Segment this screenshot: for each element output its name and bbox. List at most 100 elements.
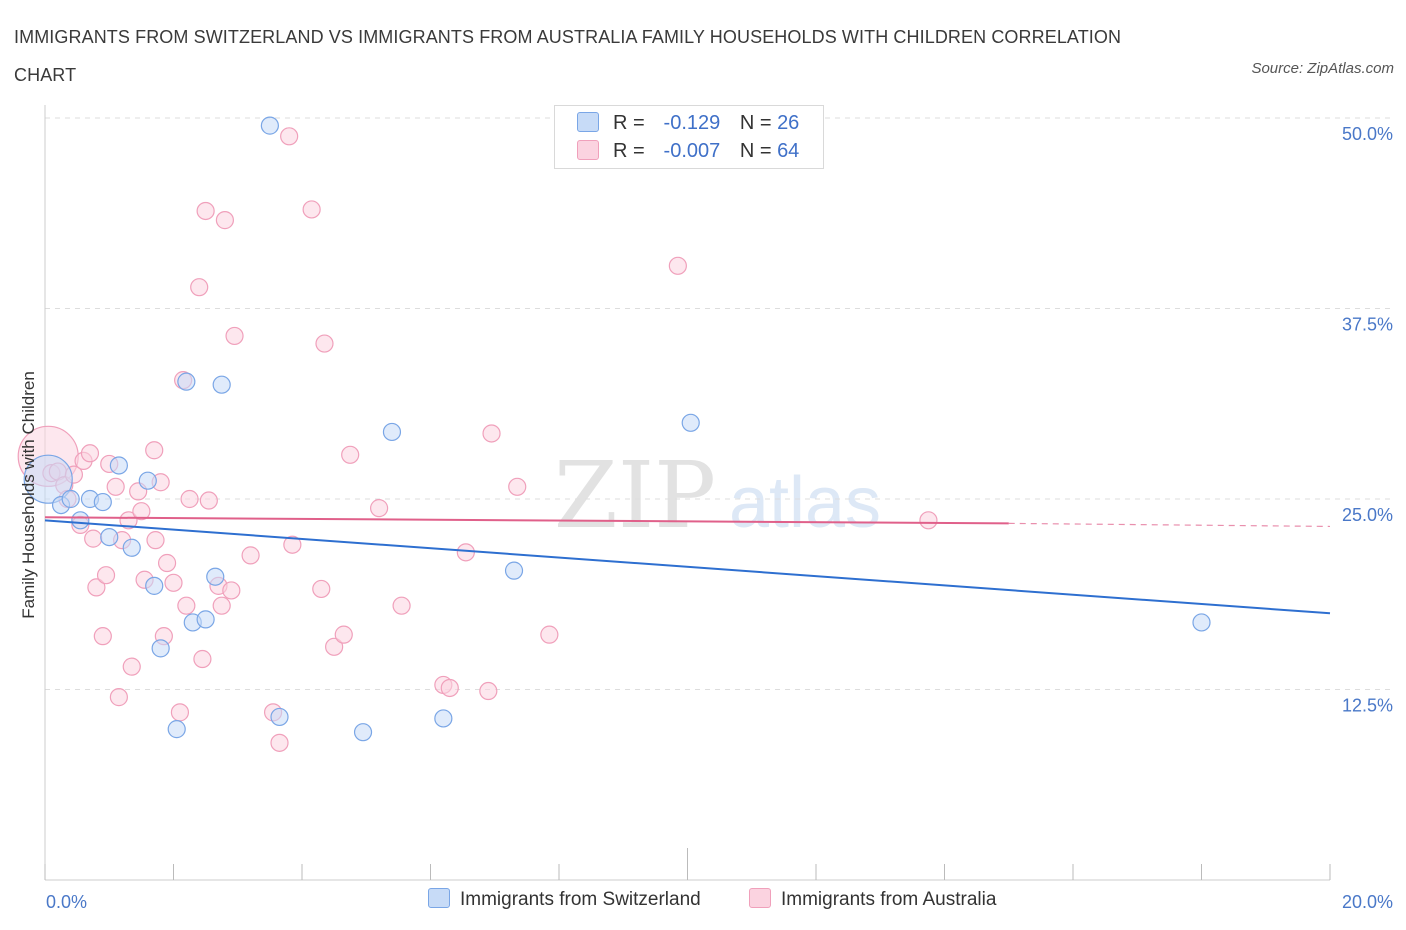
australia-point: [109, 688, 128, 707]
switzerland-point: [270, 707, 289, 727]
australia-point: [482, 424, 501, 443]
switzerland-point: [122, 538, 141, 557]
x-tick-label: 0.0%: [46, 892, 87, 912]
australia-point: [170, 703, 190, 722]
australia-point: [132, 502, 151, 521]
switzerland-point: [212, 375, 231, 394]
legend-r-value: -0.007: [663, 140, 721, 162]
y-tick-label: 12.5%: [1342, 696, 1393, 716]
legend-swatch-australia: [577, 140, 599, 160]
switzerland-point: [23, 454, 73, 504]
switzerland-point: [681, 413, 700, 432]
australia-point: [145, 441, 164, 460]
legend-n-label: N =: [739, 140, 772, 162]
australia-point: [177, 596, 196, 615]
australia-point: [180, 489, 199, 509]
legend-r-label: R =: [613, 140, 645, 162]
australia-point: [540, 625, 559, 644]
legend-n-label: N =: [739, 112, 772, 134]
switzerland-point: [504, 561, 524, 580]
australia-point: [84, 529, 103, 548]
australia-trend-line: [44, 516, 1009, 525]
switzerland-point: [71, 511, 90, 530]
australia-point: [302, 200, 321, 219]
watermark-zip: ZIP: [554, 442, 716, 549]
australia-point: [370, 499, 389, 518]
australia-point: [93, 627, 112, 646]
australia-point: [164, 573, 183, 592]
y-tick-labels: 12.5% 25.0% 37.5% 50.0%: [1342, 124, 1393, 716]
australia-point: [87, 578, 106, 597]
switzerland-trend-line: [44, 519, 1331, 615]
australia-point: [325, 637, 344, 656]
australia-point: [225, 326, 244, 346]
legend-n-value: 64: [777, 140, 800, 162]
y-axis-label: Family Households with Children: [19, 371, 38, 619]
australia-point: [80, 444, 100, 463]
legend-swatch-switzerland: [577, 112, 599, 132]
australia-point: [212, 596, 231, 615]
trend-lines: [44, 516, 1331, 615]
legend-row-switzerland: R = -0.129 N = 26: [577, 112, 799, 138]
source-note: Source: ZipAtlas.com: [1251, 60, 1394, 77]
australia-point: [199, 491, 218, 510]
switzerland-point: [260, 116, 279, 135]
switzerland-point: [382, 422, 402, 442]
switzerland-points: [23, 116, 1211, 742]
switzerland-point: [61, 489, 80, 509]
australia-point: [215, 211, 234, 230]
gridlines: [45, 117, 1395, 690]
switzerland-point: [109, 456, 128, 475]
australia-point: [440, 678, 459, 698]
australia-point: [341, 445, 360, 464]
chart-title: IMMIGRANTS FROM SWITZERLAND VS IMMIGRANT…: [14, 27, 1122, 85]
australia-point: [96, 566, 116, 585]
bottom-legend-switzerland: Immigrants from Switzerland: [428, 888, 701, 911]
y-tick-label: 37.5%: [1342, 315, 1393, 335]
switzerland-point: [206, 567, 225, 586]
australia-point: [241, 546, 260, 565]
australia-point: [456, 543, 475, 562]
switzerland-point: [167, 720, 186, 739]
australia-points: [17, 127, 938, 752]
switzerland-point: [151, 639, 170, 658]
australia-point: [222, 581, 241, 600]
legend-r-value: -0.129: [663, 112, 721, 134]
australia-point: [479, 681, 498, 701]
bottom-legend-swatch-switzerland: [428, 888, 450, 908]
australia-point: [190, 278, 209, 297]
switzerland-point: [196, 610, 215, 629]
legend-r-label: R =: [613, 112, 645, 134]
australia-point: [193, 649, 212, 669]
y-tick-label: 50.0%: [1342, 124, 1393, 144]
switzerland-point: [353, 723, 373, 742]
australia-point: [122, 657, 141, 676]
y-tick-label: 25.0%: [1342, 505, 1393, 525]
bottom-legend-label: Immigrants from Australia: [781, 889, 997, 910]
australia-point: [196, 201, 215, 221]
watermark-atlas: atlas: [729, 463, 881, 543]
switzerland-point: [145, 576, 164, 595]
switzerland-point: [1192, 613, 1211, 632]
x-tick-label: 20.0%: [1342, 892, 1393, 912]
stats-legend: R = -0.129 N = 26 R = -0.007 N = 64: [554, 105, 824, 169]
australia-point: [119, 511, 138, 530]
australia-point: [508, 477, 527, 496]
switzerland-point: [93, 492, 112, 512]
australia-point: [283, 535, 302, 554]
x-tick-labels: 0.0% 20.0%: [46, 892, 1393, 912]
australia-point: [919, 511, 938, 530]
australia-point: [157, 553, 177, 573]
switzerland-point: [138, 471, 157, 490]
australia-point: [106, 477, 125, 496]
australia-point: [315, 334, 334, 353]
australia-point: [334, 625, 353, 644]
australia-point: [312, 579, 331, 599]
australia-trend-extension: [1008, 522, 1331, 528]
bottom-legend-label: Immigrants from Switzerland: [460, 889, 701, 910]
bottom-legend-swatch-australia: [749, 888, 771, 908]
switzerland-point: [100, 527, 119, 547]
switzerland-point: [434, 709, 453, 728]
bottom-legend-australia: Immigrants from Australia: [749, 888, 996, 911]
